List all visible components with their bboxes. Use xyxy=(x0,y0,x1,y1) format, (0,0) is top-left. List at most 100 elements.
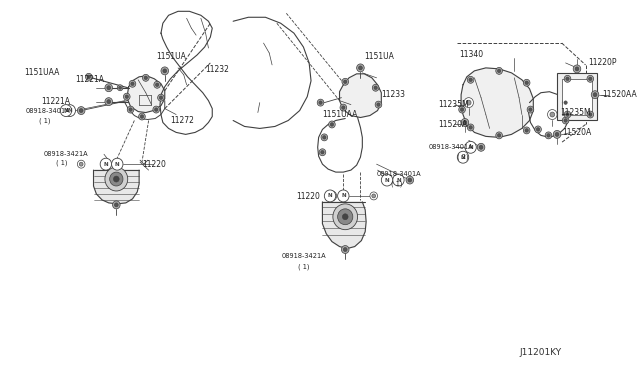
Circle shape xyxy=(105,84,113,92)
Circle shape xyxy=(497,134,500,137)
Circle shape xyxy=(79,109,83,113)
Circle shape xyxy=(328,121,335,128)
Polygon shape xyxy=(461,68,533,137)
Circle shape xyxy=(370,192,378,200)
Circle shape xyxy=(564,111,571,118)
Circle shape xyxy=(163,69,166,73)
Circle shape xyxy=(358,66,362,70)
Circle shape xyxy=(109,172,123,186)
Text: 11232: 11232 xyxy=(205,65,230,74)
Text: ( 2): ( 2) xyxy=(458,154,469,160)
Circle shape xyxy=(372,194,376,198)
Circle shape xyxy=(124,93,130,100)
Circle shape xyxy=(593,93,597,97)
Text: N: N xyxy=(468,145,473,150)
Circle shape xyxy=(555,132,559,137)
Circle shape xyxy=(129,108,132,111)
Circle shape xyxy=(317,99,324,106)
Circle shape xyxy=(107,86,111,90)
Circle shape xyxy=(144,76,147,80)
Text: 1151UAA: 1151UAA xyxy=(24,68,60,77)
Circle shape xyxy=(356,64,364,72)
Circle shape xyxy=(115,203,118,207)
Text: 1151UA: 1151UA xyxy=(364,52,394,61)
Circle shape xyxy=(340,104,347,111)
Text: 1151UA: 1151UA xyxy=(156,52,186,61)
Circle shape xyxy=(467,124,474,131)
Circle shape xyxy=(154,108,158,111)
Text: N: N xyxy=(63,108,68,113)
Circle shape xyxy=(496,132,502,139)
Circle shape xyxy=(161,67,168,75)
Circle shape xyxy=(381,174,393,186)
Circle shape xyxy=(536,128,540,131)
Circle shape xyxy=(461,119,468,126)
Circle shape xyxy=(323,136,326,139)
Circle shape xyxy=(330,193,334,198)
Circle shape xyxy=(87,75,90,78)
Circle shape xyxy=(377,103,380,106)
Circle shape xyxy=(153,106,159,113)
Circle shape xyxy=(535,126,541,133)
Circle shape xyxy=(525,81,528,84)
Circle shape xyxy=(564,101,567,105)
Circle shape xyxy=(589,113,592,116)
Circle shape xyxy=(344,80,347,84)
Circle shape xyxy=(77,160,85,168)
Text: N: N xyxy=(385,177,389,183)
Circle shape xyxy=(591,91,599,99)
Text: N: N xyxy=(67,108,72,113)
Circle shape xyxy=(341,246,349,253)
Circle shape xyxy=(529,108,532,111)
Text: 11220: 11220 xyxy=(142,160,166,169)
Circle shape xyxy=(319,101,322,105)
Circle shape xyxy=(125,95,129,99)
Circle shape xyxy=(105,167,128,191)
Circle shape xyxy=(342,78,349,85)
Circle shape xyxy=(564,76,571,82)
Circle shape xyxy=(393,174,404,186)
Circle shape xyxy=(547,134,550,137)
Circle shape xyxy=(79,162,83,166)
Text: J11201KY: J11201KY xyxy=(519,348,561,357)
Circle shape xyxy=(467,76,474,83)
Circle shape xyxy=(330,123,333,126)
Text: 11233: 11233 xyxy=(381,90,405,99)
Circle shape xyxy=(101,159,111,169)
Text: N: N xyxy=(396,177,401,183)
Text: 11220P: 11220P xyxy=(588,58,617,67)
Circle shape xyxy=(342,106,345,109)
Text: 11520A: 11520A xyxy=(562,128,591,137)
Circle shape xyxy=(338,209,353,225)
Circle shape xyxy=(408,178,412,182)
Circle shape xyxy=(375,101,382,108)
Text: 08918-3421A: 08918-3421A xyxy=(43,151,88,157)
Text: ( 1): ( 1) xyxy=(391,181,403,187)
Circle shape xyxy=(129,80,136,87)
Circle shape xyxy=(406,176,413,184)
Text: ( 1): ( 1) xyxy=(40,117,51,124)
Polygon shape xyxy=(128,76,164,113)
Circle shape xyxy=(564,119,567,122)
Text: 11520AA: 11520AA xyxy=(603,90,637,99)
Circle shape xyxy=(140,115,143,118)
Circle shape xyxy=(143,74,149,81)
Circle shape xyxy=(131,82,134,86)
Circle shape xyxy=(321,151,324,154)
Circle shape xyxy=(479,145,483,149)
Circle shape xyxy=(469,78,472,81)
Circle shape xyxy=(566,113,569,116)
Circle shape xyxy=(587,76,594,82)
Text: 11340: 11340 xyxy=(460,51,483,60)
Text: ( 1): ( 1) xyxy=(298,263,309,270)
Circle shape xyxy=(563,117,569,124)
Circle shape xyxy=(113,176,119,182)
Circle shape xyxy=(524,79,530,86)
Circle shape xyxy=(563,99,569,106)
Circle shape xyxy=(60,105,72,116)
Circle shape xyxy=(319,149,326,156)
Circle shape xyxy=(458,151,468,163)
Polygon shape xyxy=(93,170,139,204)
Circle shape xyxy=(100,158,111,170)
Circle shape xyxy=(157,94,164,101)
